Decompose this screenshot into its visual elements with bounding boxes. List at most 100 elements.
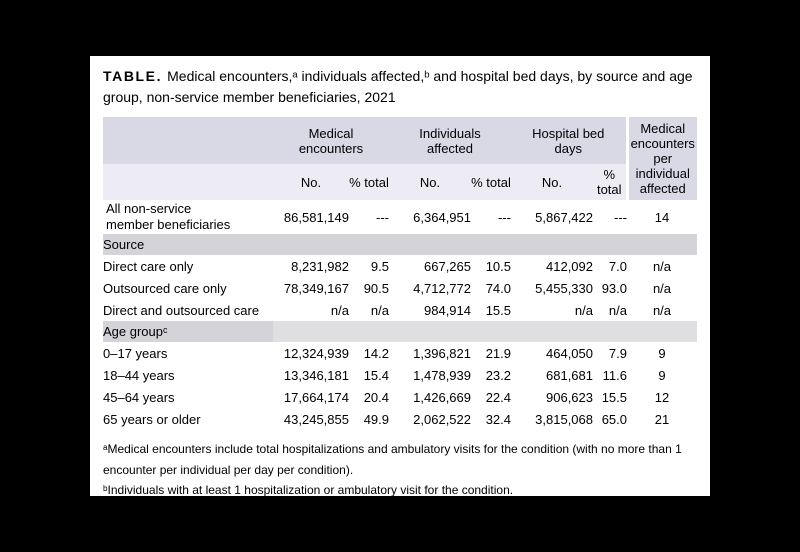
- row-label: Outsourced care only: [103, 280, 227, 296]
- cell-value: 9: [658, 367, 666, 383]
- cell-value: 65.0: [601, 411, 627, 427]
- cell-value: 23.2: [485, 367, 511, 383]
- cell-value: 1,396,821: [413, 345, 471, 361]
- table-row-0-17-years: 0–17 years 12,324,939 14.2 1,396,821 21.…: [103, 342, 697, 364]
- row-label: 18–44 years: [103, 367, 175, 383]
- table-row-45-64-years: 45–64 years 17,664,174 20.4 1,426,669 22…: [103, 386, 697, 408]
- table-title-label: TABLE.: [103, 68, 163, 84]
- footnote-a: ᵃMedical encounters include total hospit…: [103, 442, 682, 477]
- cell-value: 681,681: [546, 367, 593, 383]
- section-fill: [273, 321, 697, 342]
- cell-value: ---: [614, 209, 627, 225]
- cell-value: 906,623: [546, 389, 593, 405]
- cell-value: 667,265: [424, 258, 471, 274]
- cell-value: 7.0: [608, 258, 627, 274]
- cell-value: 90.5: [363, 280, 389, 296]
- row-label: All non-service member beneficiaries: [103, 200, 273, 234]
- table-row-65-years-or-older: 65 years or older 43,245,855 49.9 2,062,…: [103, 408, 697, 430]
- table-title-text: Medical encounters,ᵃ individuals affecte…: [103, 68, 693, 105]
- cell-value: n/a: [370, 302, 389, 318]
- table-row-direct-care-only: Direct care only 8,231,982 9.5 667,265 1…: [103, 255, 697, 277]
- cell-value: 4,712,772: [413, 280, 471, 296]
- cell-value: 78,349,167: [283, 280, 349, 296]
- cell-value: 12: [654, 389, 670, 405]
- header-encounters-per-individual: Medical encounters per individual affect…: [625, 117, 697, 200]
- cell-value: 14.2: [363, 345, 389, 361]
- cell-value: 15.4: [363, 367, 389, 383]
- section-fill: [273, 234, 697, 255]
- cell-value: 15.5: [485, 302, 511, 318]
- table-row-18-44-years: 18–44 years 13,346,181 15.4 1,478,939 23…: [103, 364, 697, 386]
- header-group-medical-encounters: Medical encounters: [273, 117, 389, 164]
- table-body: All non-service member beneficiaries 86,…: [103, 200, 697, 430]
- cell-value: 984,914: [424, 302, 471, 318]
- footnotes: ᵃMedical encounters include total hospit…: [103, 439, 697, 501]
- cell-value: 7.9: [608, 345, 627, 361]
- header-group-label: Hospital bed days: [532, 125, 605, 156]
- cell-value: ---: [498, 209, 511, 225]
- row-label: 45–64 years: [103, 389, 175, 405]
- cell-value: 1,426,669: [413, 389, 471, 405]
- medical-encounters-table: Medical encounters Individuals affected …: [103, 117, 697, 430]
- cell-value: n/a: [652, 302, 672, 318]
- cell-value: n/a: [574, 302, 593, 318]
- table-row-outsourced-care-only: Outsourced care only 78,349,167 90.5 4,7…: [103, 277, 697, 299]
- header-no-col: No.: [389, 164, 471, 200]
- row-label: Direct care only: [103, 258, 194, 274]
- cell-value: ---: [376, 209, 389, 225]
- table-title: TABLE. Medical encounters,ᵃ individuals a…: [103, 66, 697, 108]
- cell-value: 14: [654, 209, 670, 225]
- cell-value: 13,346,181: [283, 367, 349, 383]
- cell-value: n/a: [330, 302, 349, 318]
- cell-value: 11.6: [602, 367, 627, 383]
- cell-value: 6,364,951: [413, 209, 471, 225]
- table-row-all-beneficiaries: All non-service member beneficiaries 86,…: [103, 200, 697, 234]
- cell-value: 93.0: [601, 280, 627, 296]
- cell-value: 49.9: [363, 411, 389, 427]
- cell-value: 1,478,939: [413, 367, 471, 383]
- cell-value: 21.9: [485, 345, 511, 361]
- section-row-age-group: Age groupᶜ: [103, 321, 697, 342]
- header-pct-col: % total: [471, 164, 511, 200]
- table-row-direct-and-outsourced-care: Direct and outsourced care n/a n/a 984,9…: [103, 299, 697, 321]
- header-group-label: Individuals affected: [419, 125, 481, 156]
- cell-value: n/a: [652, 258, 672, 274]
- header-group-hospital-bed-days: Hospital bed days: [511, 117, 627, 164]
- cell-value: 17,664,174: [283, 389, 349, 405]
- row-label: 65 years or older: [103, 411, 201, 427]
- header-group-individuals-affected: Individuals affected: [389, 117, 511, 164]
- cell-value: 412,092: [546, 258, 593, 274]
- cell-value: 5,867,422: [535, 209, 593, 225]
- cell-value: 74.0: [485, 280, 511, 296]
- row-label-text: All non-service member beneficiaries: [106, 201, 231, 232]
- section-label: Source: [103, 234, 273, 255]
- table-panel: TABLE. Medical encounters,ᵃ individuals a…: [90, 56, 710, 497]
- cell-value: 10.5: [485, 258, 511, 274]
- header-spacer-cell: [103, 117, 273, 164]
- cell-value: n/a: [608, 302, 627, 318]
- header-group-row: Medical encounters Individuals affected …: [103, 117, 697, 200]
- cell-value: 12,324,939: [283, 345, 349, 361]
- cell-value: 21: [654, 411, 670, 427]
- header-sub-row: No. % total No. % total No. % total: [103, 164, 697, 200]
- row-label: Direct and outsourced care: [103, 302, 260, 318]
- cell-value: 2,062,522: [413, 411, 471, 427]
- cell-value: 32.4: [485, 411, 511, 427]
- header-group-label: Medical encounters: [298, 125, 364, 156]
- cell-value: n/a: [652, 280, 672, 296]
- row-label: 0–17 years: [103, 345, 168, 361]
- cell-value: 8,231,982: [291, 258, 349, 274]
- cell-value: 3,815,068: [535, 411, 593, 427]
- cell-value: 43,245,855: [283, 411, 349, 427]
- footnote-b: ᵇIndividuals with at least 1 hospitaliza…: [103, 483, 514, 497]
- table-header: Medical encounters Individuals affected …: [103, 117, 697, 200]
- header-pct-col: % total: [593, 164, 627, 200]
- cell-value: 22.4: [485, 389, 511, 405]
- header-pct-col: % total: [349, 164, 389, 200]
- cell-value: 20.4: [363, 389, 389, 405]
- cell-value: 15.5: [601, 389, 627, 405]
- header-no-col: No.: [273, 164, 349, 200]
- cell-value: 464,050: [546, 345, 593, 361]
- section-label: Age groupᶜ: [103, 321, 273, 342]
- header-spacer-cell: [103, 164, 273, 200]
